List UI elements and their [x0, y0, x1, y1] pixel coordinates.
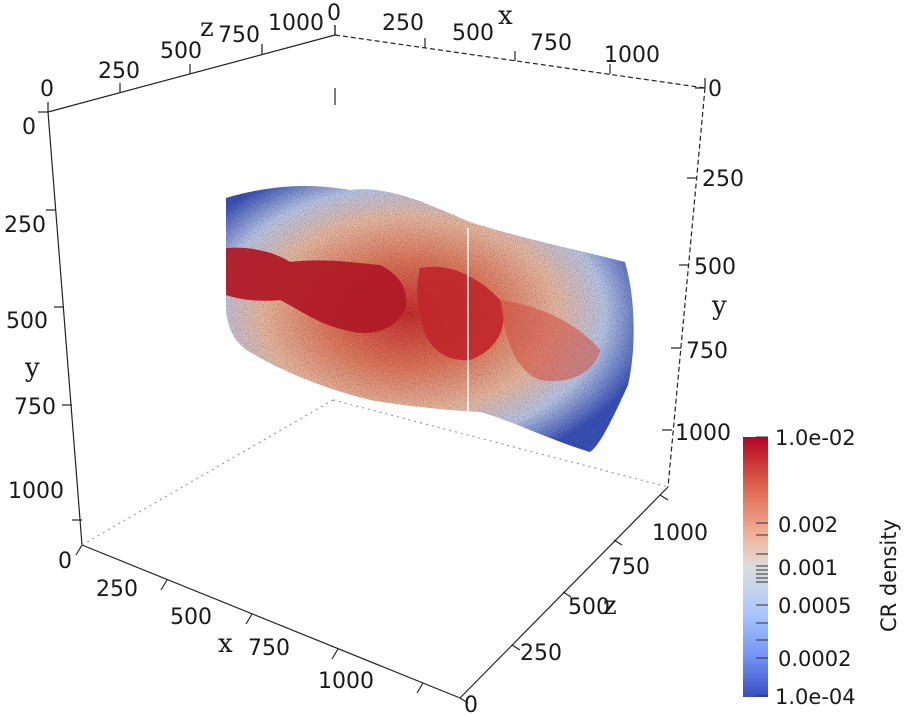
z-right-tick-label: 250 [520, 641, 562, 666]
y-left-tick-label: 750 [14, 395, 56, 420]
z-right-tick-label: 500 [568, 595, 610, 620]
x-top-axis-title: x [498, 1, 513, 31]
z-right-tick-label: 1000 [652, 521, 708, 546]
colorbar-title: CR density [877, 519, 901, 632]
z-right-axis-title: z [603, 591, 617, 621]
bounding-box [47, 34, 706, 699]
x-bottom-tick-label: 250 [96, 577, 138, 602]
y-left-tick-label: 1000 [8, 479, 64, 504]
z-top-tick-label: 500 [160, 39, 202, 64]
y-right-axis-title: y [711, 291, 727, 321]
colorbar-gradient [743, 437, 768, 697]
z-top-tick-label: 1000 [268, 11, 324, 36]
z-top-tick-label: 0 [40, 77, 54, 102]
x-bottom-tick-label: 750 [248, 636, 290, 661]
y-left-tick-label: 500 [6, 309, 48, 334]
z-top-axis-title: z [200, 13, 214, 43]
colorbar-tick-label: 0.0002 [778, 647, 851, 671]
y-right-tick-label: 500 [694, 255, 736, 280]
x-top-tick-label: 750 [530, 31, 572, 56]
z-right-tick-label: 0 [464, 693, 478, 715]
x-bottom-axis-title: x [218, 629, 233, 659]
x-top-tick-label: 250 [382, 11, 424, 36]
y-right-tick-label: 250 [702, 167, 744, 192]
x-top-tick-label: 0 [327, 1, 341, 26]
colorbar: 1.0e-02 0.002 0.001 0.0005 0.0002 1.0e-0… [743, 426, 901, 709]
y-left-axis-title: y [24, 353, 40, 383]
colorbar-max-label: 1.0e-02 [775, 426, 856, 450]
x-bottom-tick-label: 500 [170, 605, 212, 630]
y-right-tick-label: 750 [686, 339, 728, 364]
colorbar-tick-label: 0.001 [778, 556, 838, 580]
y-right-tick-label: 1000 [675, 421, 731, 446]
x-bottom-tick-label: 1000 [318, 669, 374, 694]
colorbar-min-label: 1.0e-04 [775, 685, 856, 709]
colorbar-tick-label: 0.0005 [778, 594, 851, 618]
y-right-tick-label: 0 [708, 77, 722, 102]
y-left-tick-label: 250 [4, 213, 46, 238]
x-bottom-tick-label: 0 [58, 549, 72, 574]
y-left-tick-label: 0 [22, 115, 36, 140]
z-right-tick-label: 750 [608, 555, 650, 580]
colorbar-tick-label: 0.002 [778, 513, 838, 537]
cr-density-volume [226, 186, 634, 452]
z-top-tick-label: 750 [218, 23, 260, 48]
z-top-tick-label: 250 [98, 59, 140, 84]
x-top-tick-label: 500 [452, 21, 494, 46]
x-top-tick-label: 1000 [604, 43, 660, 68]
